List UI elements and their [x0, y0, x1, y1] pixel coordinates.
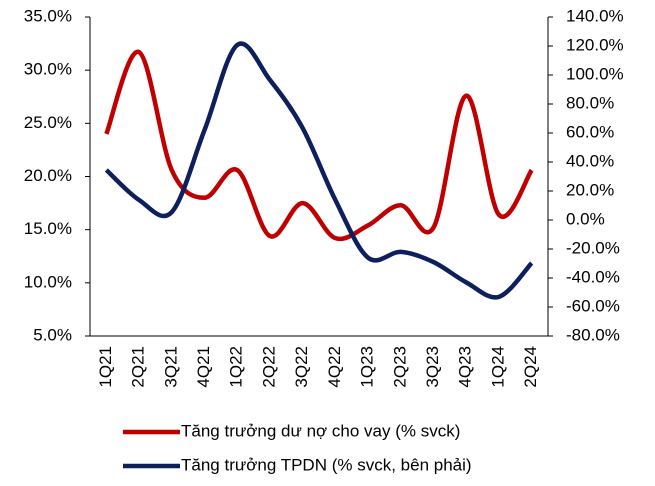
legend-label: Tăng trưởng TPDN (% svck, bên phải) [181, 455, 472, 474]
x-tick-label: 2Q23 [390, 346, 409, 388]
x-tick-label: 2Q21 [129, 346, 148, 388]
y2-tick-label: 60.0% [566, 122, 614, 141]
y2-tick-label: -20.0% [566, 238, 620, 257]
x-tick-label: 3Q23 [423, 346, 442, 388]
x-tick-label: 1Q23 [358, 346, 377, 388]
x-tick-label: 4Q22 [325, 346, 344, 388]
y-tick-label: 20.0% [24, 166, 72, 185]
x-tick-label: 1Q22 [227, 346, 246, 388]
y2-tick-label: 120.0% [566, 35, 624, 54]
y-tick-label: 10.0% [24, 272, 72, 291]
y-tick-label: 25.0% [24, 113, 72, 132]
y2-tick-label: 40.0% [566, 151, 614, 170]
y2-tick-label: -80.0% [566, 325, 620, 344]
x-tick-label: 3Q21 [161, 346, 180, 388]
x-tick-label: 4Q21 [194, 346, 213, 388]
y-tick-label: 35.0% [24, 6, 72, 25]
y2-tick-label: -40.0% [566, 267, 620, 286]
y2-tick-label: 0.0% [566, 209, 605, 228]
series-line [104, 49, 534, 242]
y2-tick-label: 140.0% [566, 6, 624, 25]
y-tick-label: 5.0% [33, 325, 72, 344]
y-tick-label: 15.0% [24, 219, 72, 238]
y2-tick-label: -60.0% [566, 296, 620, 315]
x-tick-label: 1Q21 [96, 346, 115, 388]
x-tick-label: 2Q22 [259, 346, 278, 388]
y-tick-label: 30.0% [24, 60, 72, 79]
legend-label: Tăng trưởng dư nợ cho vay (% svck) [181, 421, 460, 440]
y2-tick-label: 20.0% [566, 180, 614, 199]
x-tick-label: 2Q24 [521, 346, 540, 388]
x-tick-label: 1Q24 [488, 346, 507, 388]
series-line [104, 41, 534, 300]
y2-tick-label: 100.0% [566, 64, 624, 83]
y2-tick-label: 80.0% [566, 93, 614, 112]
x-tick-label: 4Q23 [456, 346, 475, 388]
x-tick-label: 3Q22 [292, 346, 311, 388]
